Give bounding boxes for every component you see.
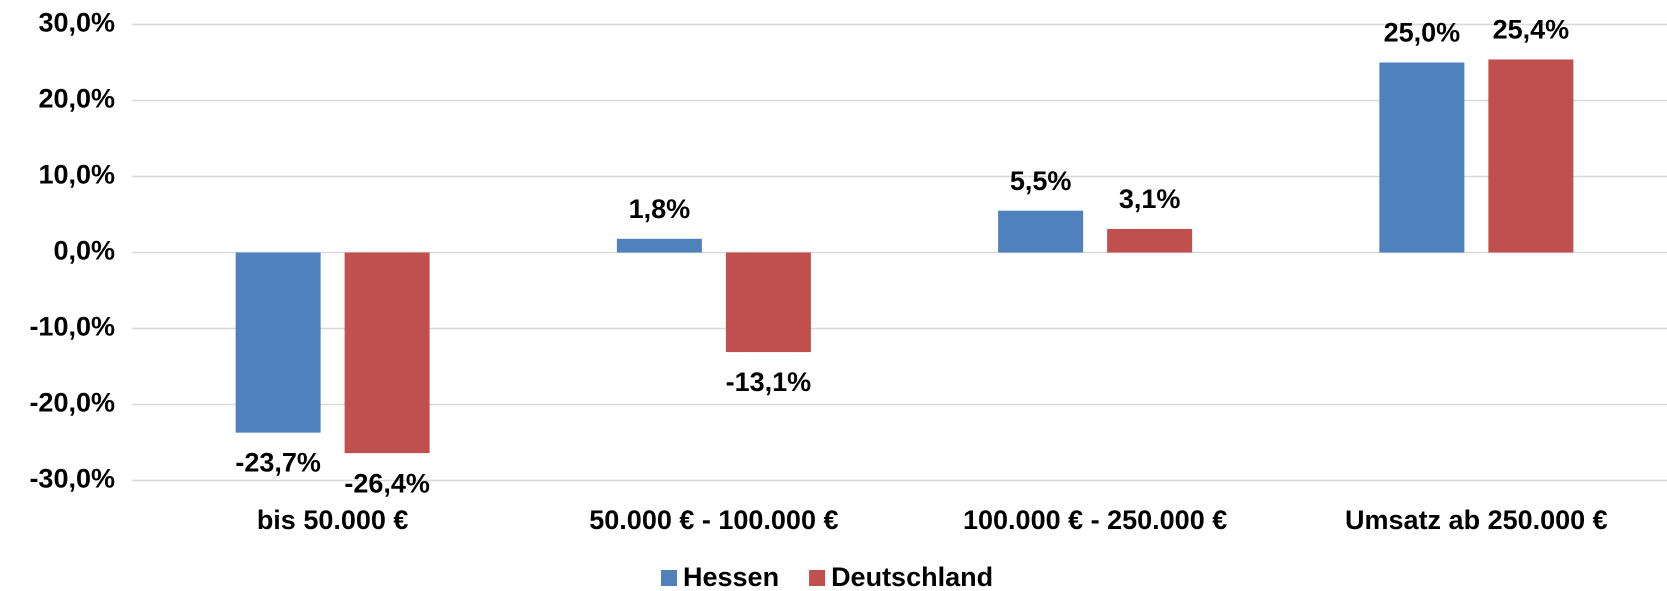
x-tick-label: 100.000 € - 250.000 € [963,505,1227,535]
bar [616,238,702,253]
y-tick-label: -10,0% [29,312,115,342]
bar [1379,62,1465,253]
y-tick-label: -30,0% [29,464,115,494]
bar [1488,59,1574,253]
data-label: -13,1% [726,367,812,397]
legend-label: Hessen [683,562,779,591]
x-tick-label: Umsatz ab 250.000 € [1345,505,1608,535]
bar [344,252,430,454]
bar [998,210,1084,253]
legend-swatch [809,570,826,586]
legend-label: Deutschland [831,562,993,591]
x-tick-label: bis 50.000 € [257,505,409,535]
data-label: 3,1% [1119,184,1181,214]
bar [725,252,811,353]
data-label: 1,8% [629,194,691,224]
data-label: -26,4% [344,468,430,498]
data-label: -23,7% [235,448,321,478]
legend-swatch [661,570,677,586]
y-tick-label: 30,0% [38,8,115,38]
bar [235,252,321,433]
y-tick-label: 0,0% [53,236,115,266]
y-tick-label: 10,0% [38,160,115,190]
y-tick-label: -20,0% [29,388,115,418]
x-tick-label: 50.000 € - 100.000 € [589,505,838,535]
bar [1107,228,1193,253]
data-label: 25,4% [1493,15,1570,45]
data-label: 25,0% [1384,18,1461,48]
data-label: 5,5% [1010,166,1072,196]
y-tick-label: 20,0% [38,84,115,114]
